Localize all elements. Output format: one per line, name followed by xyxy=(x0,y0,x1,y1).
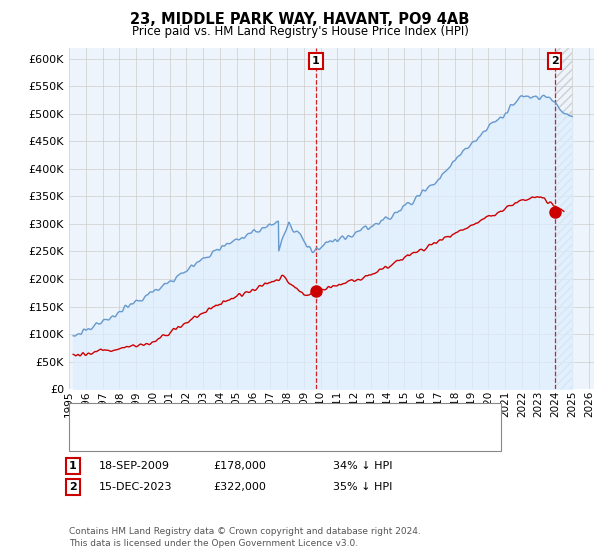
Text: 23, MIDDLE PARK WAY, HAVANT, PO9 4AB (detached house): 23, MIDDLE PARK WAY, HAVANT, PO9 4AB (de… xyxy=(102,413,413,422)
Text: 1: 1 xyxy=(312,56,320,66)
Text: 15-DEC-2023: 15-DEC-2023 xyxy=(99,482,173,492)
Text: —: — xyxy=(80,409,95,424)
Text: HPI: Average price, detached house, Havant: HPI: Average price, detached house, Hava… xyxy=(102,433,332,444)
Text: 18-SEP-2009: 18-SEP-2009 xyxy=(99,461,170,471)
Text: 2: 2 xyxy=(551,56,559,66)
Text: £178,000: £178,000 xyxy=(213,461,266,471)
Text: 34% ↓ HPI: 34% ↓ HPI xyxy=(333,461,392,471)
Text: 1: 1 xyxy=(69,461,77,471)
Text: £322,000: £322,000 xyxy=(213,482,266,492)
Text: Price paid vs. HM Land Registry's House Price Index (HPI): Price paid vs. HM Land Registry's House … xyxy=(131,25,469,38)
Text: Contains HM Land Registry data © Crown copyright and database right 2024.
This d: Contains HM Land Registry data © Crown c… xyxy=(69,527,421,548)
Text: 23, MIDDLE PARK WAY, HAVANT, PO9 4AB: 23, MIDDLE PARK WAY, HAVANT, PO9 4AB xyxy=(130,12,470,27)
Text: 2: 2 xyxy=(69,482,77,492)
Text: 35% ↓ HPI: 35% ↓ HPI xyxy=(333,482,392,492)
Text: —: — xyxy=(80,430,95,445)
